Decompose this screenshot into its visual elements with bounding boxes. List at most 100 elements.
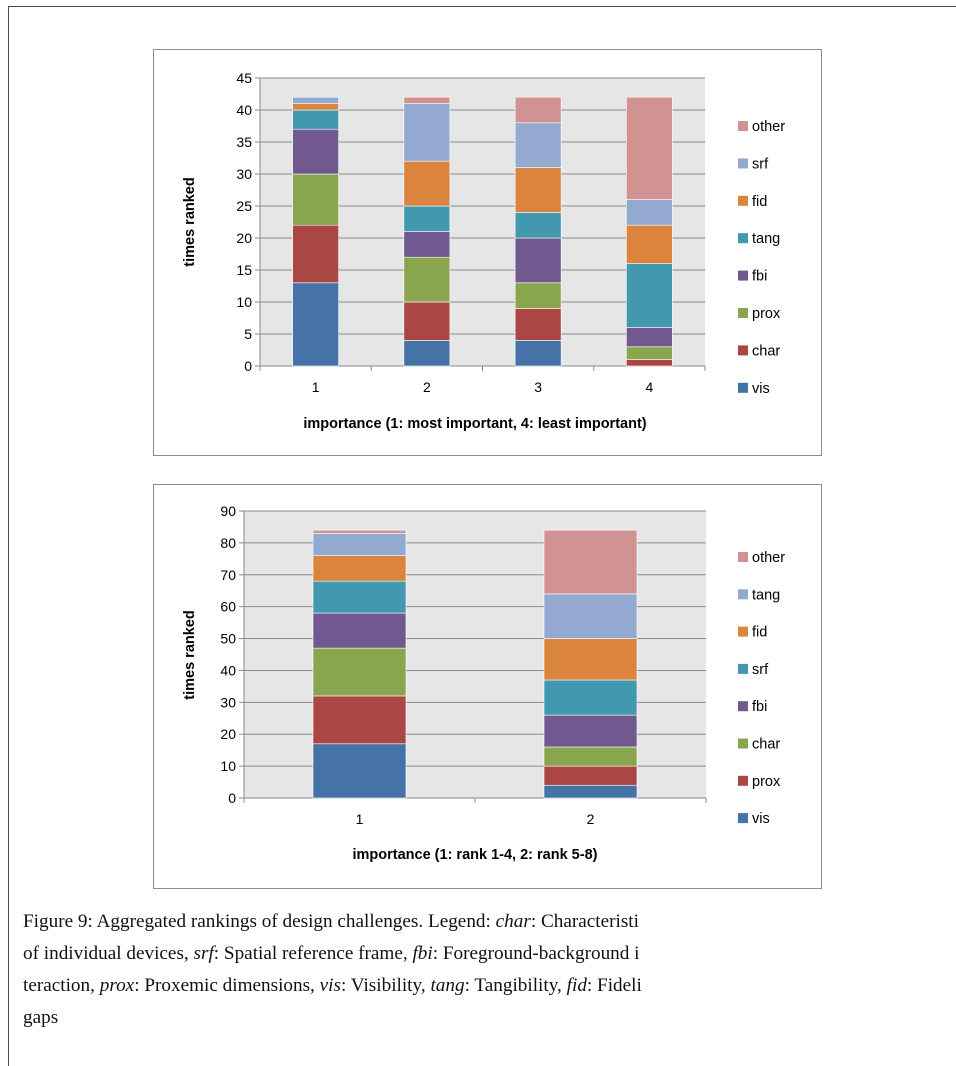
chart2-bar-vis-cat-2 — [543, 784, 638, 799]
page-frame-top — [8, 6, 956, 7]
chart2-bar-fbi-cat-1 — [312, 612, 407, 649]
page-frame-left — [8, 6, 9, 1066]
chart2-bar-srf-cat-1 — [312, 580, 407, 614]
chart2-legend-swatch-fid — [738, 626, 748, 637]
chart1-bar-srf-cat-3 — [514, 122, 562, 168]
chart2-bar-fbi-cat-2 — [543, 714, 638, 748]
chart2-bar-srf-cat-2 — [543, 679, 638, 716]
chart1-bar-fid-cat-1 — [292, 103, 339, 111]
chart2-y-tick-label: 40 — [220, 662, 236, 678]
chart1-bar-fid-cat-4 — [626, 224, 673, 264]
chart1-bar-tang-cat-3 — [514, 212, 562, 239]
chart1-bar-vis-cat-3 — [514, 340, 562, 367]
chart1-bar-char-cat-4 — [626, 359, 673, 367]
chart1-bar-char-cat-3 — [514, 308, 562, 341]
caption-text: : Fideli — [586, 975, 642, 996]
chart2-y-tick-label: 30 — [220, 694, 236, 710]
chart1-x-tick-label: 4 — [645, 379, 653, 395]
caption-text: : Spatial reference frame, — [213, 943, 413, 964]
chart1-bar-fbi-cat-1 — [292, 128, 339, 175]
caption-term: srf — [193, 943, 214, 964]
chart1-y-tick-label: 10 — [236, 294, 252, 310]
chart1-bar-srf-cat-1 — [292, 96, 339, 104]
chart2-x-tick-label: 1 — [356, 811, 364, 827]
caption-term: tang — [430, 975, 465, 996]
chart1-y-tick-label: 35 — [236, 134, 252, 150]
chart2-legend-label-fid: fid — [752, 625, 767, 641]
chart-bottom-svg: 0 10 20 30 40 50 60 70 80 90 1 2 importance (1: rank… — [182, 503, 785, 863]
chart1-bar-other-cat-3 — [514, 96, 562, 124]
chart1-legend-label-fid: fid — [752, 194, 767, 210]
chart1-bar-other-cat-4 — [626, 96, 673, 200]
chart-bottom: 0 10 20 30 40 50 60 70 80 90 1 2 importance (1: rank… — [153, 484, 822, 889]
chart2-y-tick-label: 10 — [220, 758, 236, 774]
chart1-bar-char-cat-1 — [292, 224, 339, 284]
chart1-bar-prox-cat-4 — [626, 346, 673, 360]
chart2-bar-vis-cat-1 — [312, 743, 407, 799]
caption-text: of individual devices, — [23, 943, 194, 964]
chart1-bar-tang-cat-2 — [403, 205, 451, 232]
chart2-legend-swatch-srf — [738, 663, 748, 674]
chart1-y-tick-label: 20 — [236, 230, 252, 246]
chart1-bar-srf-cat-2 — [403, 103, 451, 162]
chart1-legend-label-prox: prox — [752, 306, 781, 322]
chart2-legend-swatch-fbi — [738, 701, 748, 712]
chart2-bar-prox-cat-2 — [543, 765, 638, 786]
chart2-bar-prox-cat-1 — [312, 695, 407, 745]
chart1-legend-swatch-vis — [738, 382, 748, 393]
chart1-y-tick-label: 40 — [236, 102, 252, 118]
chart1-bar-fbi-cat-4 — [626, 327, 673, 348]
chart2-bar-char-cat-2 — [543, 746, 638, 767]
chart1-legend-swatch-tang — [738, 233, 748, 244]
caption-text: : Characteristi — [530, 911, 639, 932]
chart2-legend-label-prox: prox — [752, 774, 781, 790]
chart2-y-tick-label: 20 — [220, 726, 236, 742]
chart2-legend-swatch-prox — [738, 775, 748, 786]
chart1-bar-fbi-cat-3 — [514, 237, 562, 284]
chart1-legend-label-char: char — [752, 343, 780, 359]
chart1-y-axis-label: times ranked — [182, 177, 198, 266]
chart2-legend-swatch-vis — [738, 813, 748, 824]
chart2-y-tick-label: 50 — [220, 631, 236, 647]
chart1-legend-label-other: other — [752, 119, 785, 135]
chart2-x-tick-label: 2 — [587, 811, 595, 827]
chart1-bar-srf-cat-4 — [626, 199, 673, 226]
chart2-bar-fid-cat-2 — [543, 638, 638, 681]
caption-text: teraction, — [23, 975, 100, 996]
chart2-legend-label-other: other — [752, 550, 785, 566]
chart2-y-tick-label: 90 — [220, 503, 236, 519]
chart1-legend-label-srf: srf — [752, 156, 769, 172]
chart2-legend-label-tang: tang — [752, 587, 780, 603]
chart2-bar-char-cat-1 — [312, 647, 407, 697]
caption-line: Figure 9: Aggregated rankings of design … — [23, 906, 956, 938]
chart1-y-tick-label: 5 — [244, 326, 252, 342]
chart1-y-tick-label: 30 — [236, 166, 252, 182]
chart2-y-tick-label: 60 — [220, 599, 236, 615]
chart2-bar-tang-cat-2 — [543, 593, 638, 639]
chart1-bar-other-cat-2 — [403, 96, 451, 104]
chart1-legend-label-vis: vis — [752, 381, 770, 397]
chart1-bar-prox-cat-1 — [292, 173, 339, 226]
caption-text: gaps — [23, 1007, 59, 1028]
chart2-y-tick-label: 80 — [220, 535, 236, 551]
chart1-bar-char-cat-2 — [403, 301, 451, 341]
chart1-x-tick-label: 1 — [312, 379, 320, 395]
chart1-x-tick-label: 3 — [534, 379, 542, 395]
chart1-legend-swatch-char — [738, 345, 748, 356]
chart1-y-tick-label: 45 — [236, 70, 252, 86]
chart2-y-tick-label: 0 — [228, 790, 236, 806]
chart1-legend-label-tang: tang — [752, 231, 780, 247]
chart1-legend-swatch-prox — [738, 308, 748, 318]
chart1-x-axis-label: importance (1: most important, 4: least … — [303, 416, 646, 432]
caption-term: fbi — [412, 943, 433, 964]
chart1-legend-swatch-fid — [738, 195, 748, 206]
chart2-y-axis-label: times ranked — [182, 610, 198, 699]
chart1-bar-prox-cat-3 — [514, 282, 562, 309]
chart1-legend-swatch-other — [738, 121, 748, 131]
chart2-bar-other-cat-1 — [312, 529, 407, 534]
chart2-bar-tang-cat-1 — [312, 533, 407, 556]
caption-line: teraction, prox: Proxemic dimensions, vi… — [23, 970, 956, 1002]
chart1-bar-fbi-cat-2 — [403, 231, 451, 258]
chart2-legend-label-char: char — [752, 737, 780, 753]
chart1-bar-fid-cat-2 — [403, 160, 451, 207]
